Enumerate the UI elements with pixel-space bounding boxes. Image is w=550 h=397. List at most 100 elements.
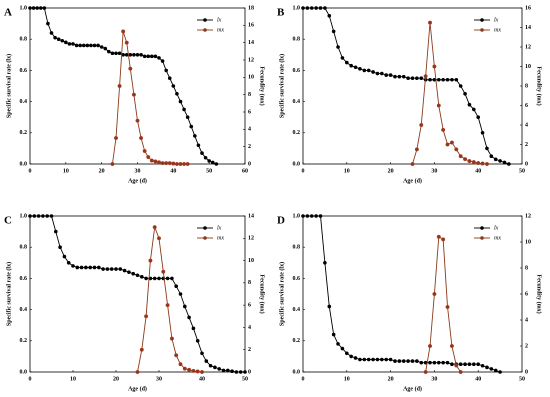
y-tick-label: 0.8 (20, 245, 28, 251)
legend-marker (203, 18, 207, 22)
series-line (137, 226, 203, 373)
data-point (105, 267, 110, 271)
y-tick-label: 0.0 (20, 161, 28, 167)
data-point (35, 6, 39, 10)
data-point (432, 77, 437, 82)
data-point (432, 292, 437, 297)
data-point (165, 276, 170, 281)
panel-label: C (4, 215, 12, 227)
data-point (175, 92, 179, 96)
data-point (182, 107, 186, 112)
x-tick-label: 40 (475, 168, 481, 174)
data-point (157, 276, 161, 281)
y2-tick-label: 10 (525, 239, 531, 245)
data-point (419, 122, 424, 127)
data-point (441, 360, 445, 365)
y-tick-label: 0.2 (20, 130, 28, 136)
data-point (62, 254, 67, 259)
data-point (498, 159, 502, 163)
data-point (152, 276, 157, 281)
data-point (97, 265, 101, 270)
data-point (121, 29, 126, 34)
y2-tick-label: 6 (248, 303, 251, 309)
y-axis-label: Specific survival rate (lx) (5, 262, 12, 326)
data-point (128, 66, 133, 71)
data-point (203, 155, 208, 160)
data-point (445, 77, 450, 82)
data-point (458, 370, 463, 375)
data-point (214, 162, 219, 166)
data-point (131, 92, 136, 97)
data-point (463, 157, 468, 162)
data-point (349, 354, 353, 359)
plot-frame (302, 215, 523, 373)
data-point (458, 154, 463, 159)
y2-tick-label: 0 (248, 369, 251, 375)
x-axis-label: Age (d) (403, 385, 422, 392)
data-point (449, 344, 454, 349)
series-line (425, 236, 462, 373)
data-point (185, 115, 190, 119)
data-point (428, 344, 433, 349)
data-point (441, 127, 446, 132)
data-point (484, 161, 489, 166)
data-point (410, 359, 415, 363)
data-point (380, 357, 384, 362)
data-point (449, 140, 454, 145)
data-point (49, 214, 54, 218)
data-point (101, 267, 105, 271)
data-point (327, 304, 332, 309)
data-point (428, 20, 433, 25)
data-point (323, 6, 327, 10)
data-point (397, 359, 402, 363)
data-point (140, 275, 144, 279)
data-point (78, 43, 82, 48)
y2-tick-label: 14 (248, 40, 254, 46)
x-tick-label: 0 (302, 376, 305, 382)
data-point (243, 370, 247, 374)
data-point (445, 360, 450, 365)
data-point (485, 365, 489, 370)
data-point (150, 54, 154, 59)
data-point (144, 276, 148, 281)
data-point (81, 43, 86, 48)
data-point (153, 159, 158, 164)
data-point (195, 369, 200, 374)
data-point (183, 304, 187, 309)
data-point (92, 43, 97, 48)
data-point (340, 56, 345, 60)
data-point (196, 143, 201, 148)
data-point (493, 368, 498, 373)
data-point (171, 84, 176, 88)
data-point (441, 77, 445, 82)
data-point (193, 134, 197, 138)
data-point (60, 38, 65, 43)
data-point (148, 258, 153, 263)
data-point (200, 351, 204, 356)
data-point (436, 103, 441, 108)
x-tick-label: 0 (29, 376, 32, 382)
data-point (485, 146, 489, 151)
data-point (419, 360, 424, 365)
x-axis-label: Age (d) (403, 177, 422, 184)
x-tick-label: 50 (206, 168, 212, 174)
y2-tick-label: 16 (525, 5, 531, 11)
y2-tick-label: 8 (248, 92, 251, 98)
y2-axis-label: Fecundity (mx) (536, 66, 543, 105)
legend-label: mx (494, 235, 501, 241)
data-point (345, 351, 349, 356)
data-point (46, 21, 50, 26)
x-tick-label: 30 (431, 376, 437, 382)
data-point (480, 131, 485, 135)
data-point (410, 161, 415, 166)
data-point (142, 54, 147, 59)
y-tick-label: 1.0 (20, 5, 28, 11)
data-point (189, 124, 194, 129)
y-tick-label: 0.0 (20, 369, 28, 375)
legend-marker (203, 236, 207, 240)
legend-marker (480, 236, 484, 240)
data-point (169, 336, 174, 341)
x-tick-label: 10 (63, 168, 69, 174)
data-point (331, 29, 336, 34)
